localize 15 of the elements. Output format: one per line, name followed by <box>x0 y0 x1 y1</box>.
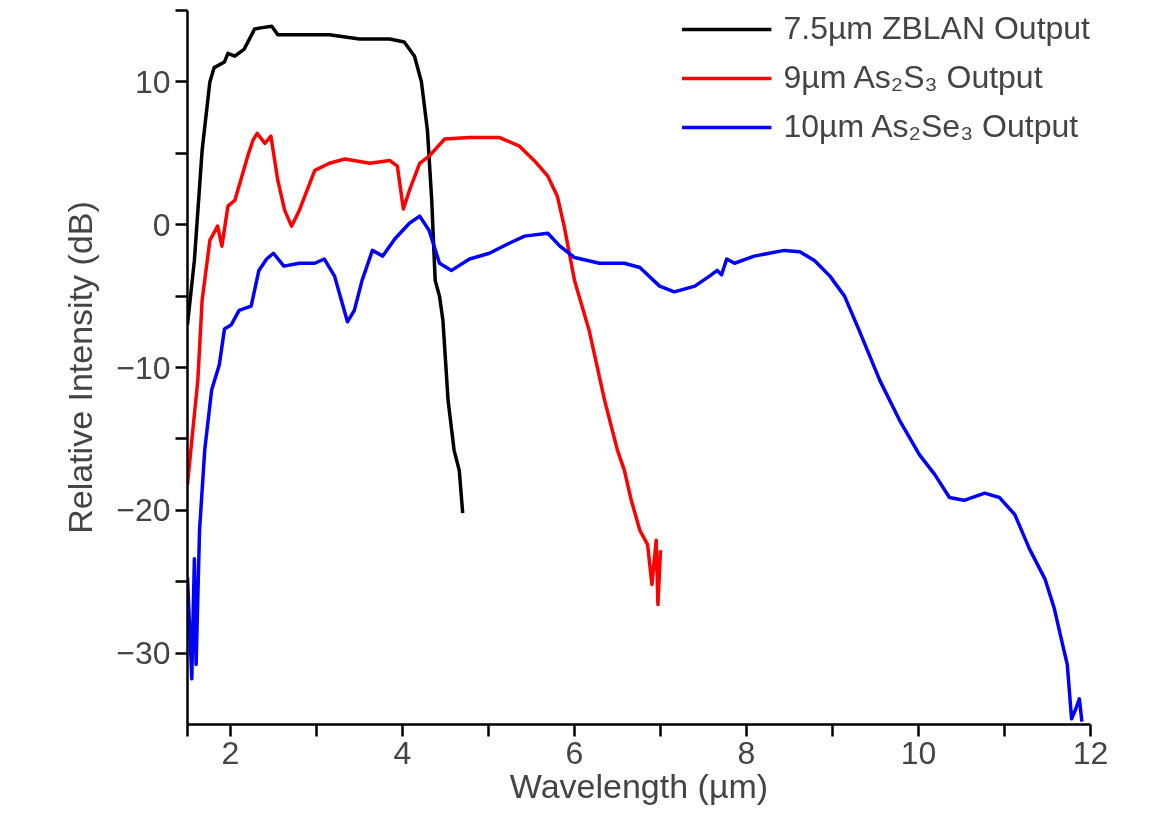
legend-label: 7.5µm ZBLAN Output <box>783 10 1090 47</box>
x-tick-label: 12 <box>1072 734 1109 771</box>
line-series <box>187 131 663 607</box>
x-tick-label: 2 <box>221 734 240 771</box>
y-tick-label: −10 <box>116 349 171 386</box>
y-tick-label: −30 <box>116 635 171 672</box>
y-tick-label: −20 <box>116 492 171 529</box>
y-axis-title: Relative Intensity (dB) <box>61 201 100 534</box>
legend-label: 9µm As₂S₃ Output <box>783 59 1043 96</box>
x-tick-label: 4 <box>393 734 412 771</box>
x-tick-label: 10 <box>900 734 937 771</box>
y-tick-label: 10 <box>134 63 171 100</box>
line-series <box>187 214 1084 724</box>
y-tick-label: 0 <box>152 206 171 243</box>
legend-label: 10µm As₂Se₃ Output <box>783 108 1079 145</box>
